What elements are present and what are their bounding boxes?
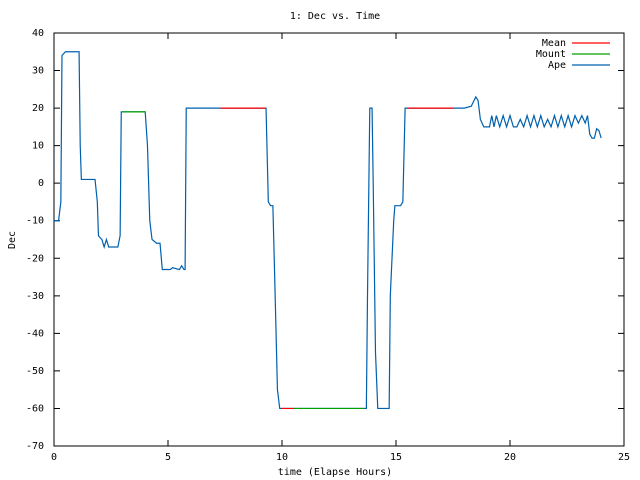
x-tick-label: 10 [276, 452, 288, 463]
y-tick-label: 40 [32, 28, 44, 39]
data-line [54, 51, 602, 410]
chart-title: 1: Dec vs. Time [290, 11, 380, 22]
x-tick-label: 0 [51, 452, 57, 463]
x-axis-label: time (Elapse Hours) [278, 467, 392, 478]
y-tick-label: -50 [26, 366, 44, 377]
x-tick-label: 20 [504, 452, 516, 463]
y-tick-label: -60 [26, 403, 44, 414]
data-line [220, 107, 453, 410]
plot-frame [53, 32, 625, 447]
legend-label: Ape [548, 60, 566, 71]
y-axis-label: Dec [7, 231, 18, 249]
y-tick-label: -40 [26, 328, 44, 339]
y-tick-label: -10 [26, 216, 44, 227]
y-tick-label: -70 [26, 441, 44, 452]
y-tick-label: 0 [38, 178, 44, 189]
x-tick-label: 15 [390, 452, 402, 463]
y-tick-label: -30 [26, 291, 44, 302]
y-tick-label: -20 [26, 253, 44, 264]
y-tick-label: 10 [32, 141, 44, 152]
y-tick-label: 20 [32, 103, 44, 114]
data-line [122, 111, 365, 410]
legend-label: Mean [542, 38, 566, 49]
legend-label: Mount [536, 49, 566, 60]
y-tick-label: 30 [32, 66, 44, 77]
x-tick-label: 25 [618, 452, 630, 463]
x-tick-label: 5 [165, 452, 171, 463]
